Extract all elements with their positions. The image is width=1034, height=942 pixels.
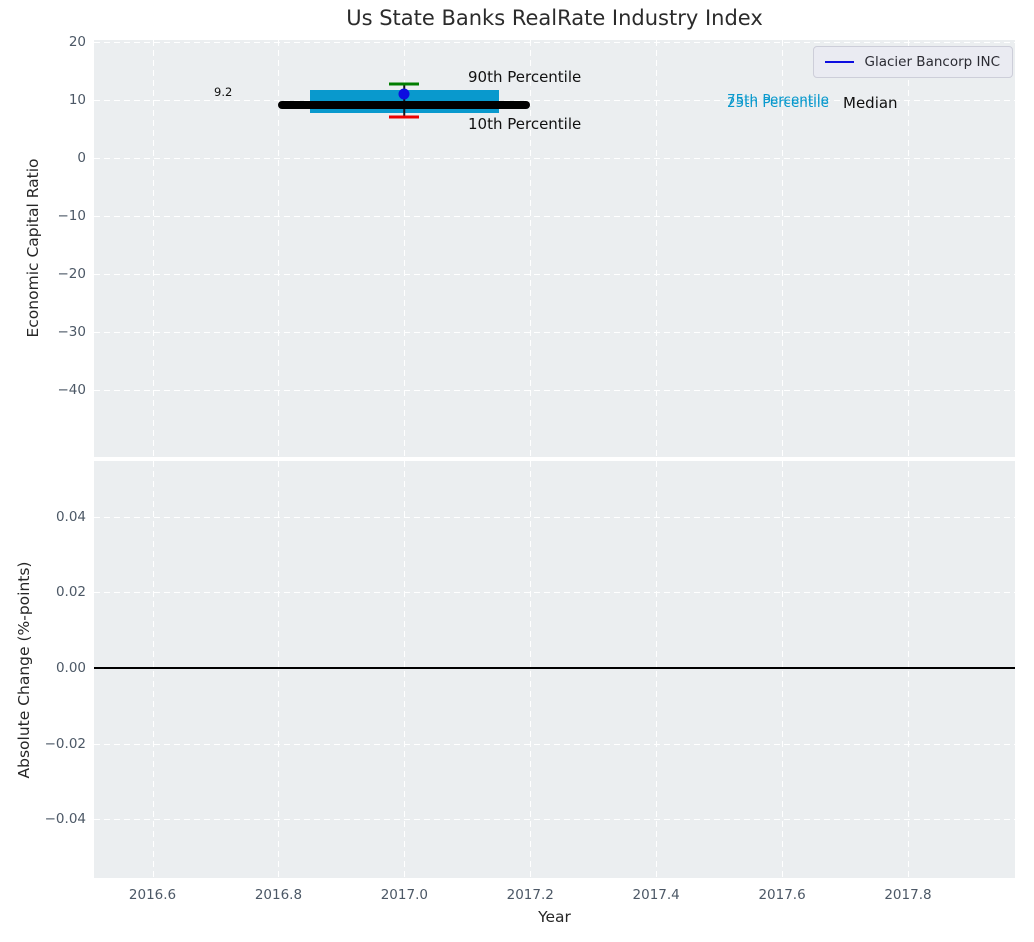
gridline-horizontal (94, 592, 1015, 594)
gridline-horizontal (94, 216, 1015, 218)
annotation-75th-percentile: 75th Percentile (727, 92, 829, 108)
p10-cap (389, 115, 420, 119)
gridline-horizontal (94, 100, 1015, 102)
y-tick-label: −0.04 (44, 811, 86, 828)
p90-cap (389, 82, 420, 86)
gridline-vertical (404, 40, 406, 457)
gridline-vertical (530, 40, 532, 457)
gridline-horizontal (94, 743, 1015, 745)
company-dot (398, 88, 410, 100)
x-tick-label: 2017.8 (884, 887, 932, 903)
gridline-vertical (152, 40, 154, 457)
y-tick-label: 0.04 (55, 508, 86, 525)
y-tick-label: −30 (57, 324, 87, 341)
y-tick-label: 20 (68, 34, 86, 51)
gridline-vertical (656, 461, 658, 878)
bottom-y-tick-labels: 0.04 0.02 0.00 −0.02 −0.04 (22, 461, 86, 878)
bottom-y-axis-label: Absolute Change (%-points) (15, 561, 33, 779)
annotation-median: Median (843, 94, 898, 112)
x-tick-label: 2017.6 (758, 887, 806, 903)
zero-line (94, 666, 1015, 669)
gridline-horizontal (94, 332, 1015, 334)
bottom-plot-area (94, 461, 1015, 878)
gridline-vertical (782, 40, 784, 457)
gridline-horizontal (94, 516, 1015, 518)
y-tick-label: −40 (57, 382, 87, 399)
gridline-vertical (782, 461, 784, 878)
gridline-horizontal (94, 819, 1015, 821)
top-plot-area: 90th Percentile 10th Percentile 75th Per… (94, 40, 1015, 457)
legend: Glacier Bancorp INC (812, 46, 1013, 78)
y-tick-label: 0.02 (55, 584, 86, 601)
x-tick-label: 2016.8 (254, 887, 303, 903)
gridline-vertical (278, 40, 280, 457)
median-value-label: 9.2 (214, 85, 233, 99)
x-tick-label: 2017.0 (380, 887, 428, 903)
top-y-axis-label: Economic Capital Ratio (24, 158, 42, 338)
x-tick-label: 2017.4 (632, 887, 680, 903)
y-tick-label: −10 (57, 208, 87, 225)
gridline-vertical (278, 461, 280, 878)
legend-line-sample-icon (824, 60, 854, 64)
top-y-tick-labels: 20 10 0 −10 −20 −30 −40 (22, 34, 87, 457)
gridline-horizontal (94, 158, 1015, 160)
y-tick-label: 0.00 (55, 659, 86, 676)
y-tick-label: 10 (68, 92, 86, 109)
gridline-vertical (907, 461, 909, 878)
x-tick-labels: 2016.6 2016.8 2017.0 2017.2 2017.4 2017.6 2017… (94, 887, 1015, 907)
annotation-25th-percentile: 25th Percentile (727, 94, 829, 111)
gridline-vertical (152, 461, 154, 878)
error-bar-line (403, 84, 406, 117)
x-tick-label: 2017.2 (506, 887, 554, 903)
gridline-horizontal (94, 274, 1015, 276)
y-tick-label: 0 (77, 150, 86, 167)
gridline-vertical (530, 461, 532, 878)
x-axis-label: Year (538, 908, 571, 926)
annotation-10th-percentile: 10th Percentile (468, 115, 582, 133)
legend-label: Glacier Bancorp INC (864, 54, 1001, 70)
gridline-horizontal (94, 42, 1015, 44)
x-tick-label: 2016.6 (128, 887, 177, 903)
gridline-horizontal (94, 390, 1015, 392)
chart-title: Us State Banks RealRate Industry Index (346, 6, 763, 30)
gridline-vertical (907, 40, 909, 457)
annotation-90th-percentile: 90th Percentile (468, 68, 582, 86)
y-tick-label: −0.02 (44, 735, 86, 752)
gridline-vertical (656, 40, 658, 457)
gridline-vertical (404, 461, 406, 878)
y-tick-label: −20 (57, 266, 87, 283)
median-line (278, 100, 531, 109)
